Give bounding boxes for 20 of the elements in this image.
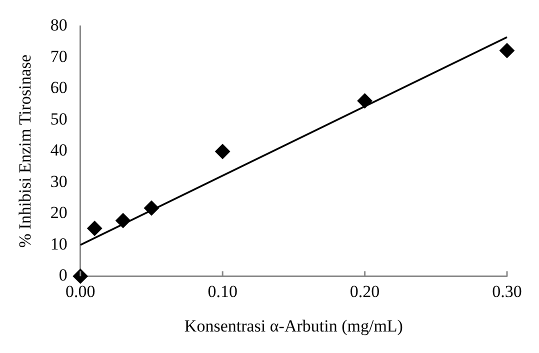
y-tick-label: 20	[50, 203, 68, 222]
point	[87, 220, 102, 236]
y-tick-label: 0	[58, 266, 68, 285]
y-tick-label: 50	[50, 109, 68, 128]
y-axis-title: % Inhibisi Enzim Tirosinase	[16, 54, 35, 248]
point	[72, 268, 88, 284]
x-tick-label: 0.30	[492, 282, 522, 301]
y-tick-label: 80	[50, 16, 68, 35]
point	[357, 93, 372, 108]
point	[500, 43, 514, 58]
y-tick-label: 40	[50, 140, 68, 160]
x-tick-label: 0.20	[350, 282, 380, 301]
x-tick-label: 0.10	[208, 282, 238, 301]
y-tick-label: 10	[50, 234, 68, 254]
x-axis-title: Konsentrasi α-Arbutin (mg/mL)	[184, 316, 403, 336]
y-tick-label: 60	[50, 78, 68, 98]
y-tick-label: 70	[50, 46, 68, 66]
x-tick-label: 0.00	[66, 282, 96, 301]
point	[215, 144, 230, 160]
y-tick-label: 30	[50, 172, 68, 191]
